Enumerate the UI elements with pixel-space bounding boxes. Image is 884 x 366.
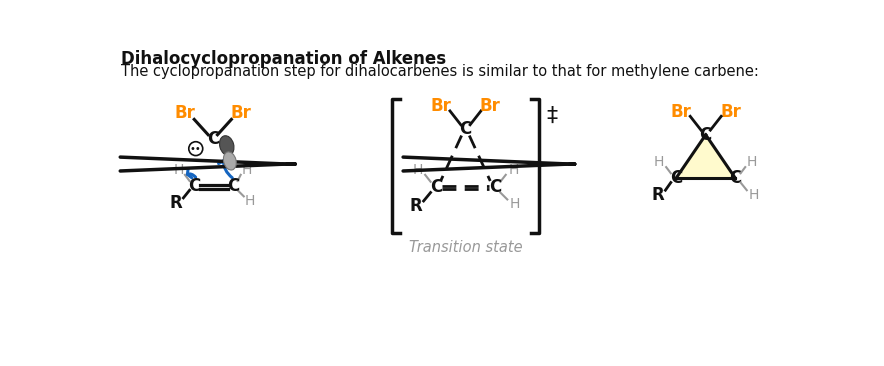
Ellipse shape [219, 136, 234, 156]
Text: H: H [241, 163, 252, 177]
Text: H: H [173, 163, 184, 177]
Text: Br: Br [174, 104, 195, 122]
Text: C: C [729, 169, 742, 187]
Text: R: R [652, 186, 664, 204]
Text: Br: Br [230, 104, 251, 122]
Text: C: C [460, 120, 471, 138]
Text: C: C [699, 126, 712, 144]
Text: H: H [510, 197, 521, 211]
Text: ••: •• [189, 143, 201, 154]
Text: C: C [227, 177, 239, 195]
Text: Br: Br [480, 97, 500, 115]
Text: R: R [409, 197, 423, 214]
Text: C: C [489, 178, 501, 196]
Text: H: H [508, 163, 519, 177]
Text: Dihalocyclopropanation of Alkenes: Dihalocyclopropanation of Alkenes [121, 50, 446, 68]
Text: The cyclopropanation step for dihalocarbenes is similar to that for methylene ca: The cyclopropanation step for dihalocarb… [121, 64, 759, 79]
Text: H: H [654, 156, 665, 169]
Text: C: C [670, 169, 682, 187]
Text: Br: Br [720, 103, 741, 121]
Text: C: C [430, 178, 442, 196]
Polygon shape [676, 135, 735, 178]
Text: ‡: ‡ [547, 106, 558, 126]
Text: H: H [747, 156, 758, 169]
Text: Transition state: Transition state [408, 239, 522, 254]
Ellipse shape [224, 152, 236, 170]
Text: Br: Br [431, 97, 451, 115]
Text: Br: Br [670, 103, 691, 121]
Text: H: H [749, 188, 759, 202]
Text: R: R [169, 194, 182, 212]
Text: C: C [207, 130, 219, 148]
Text: C: C [188, 177, 201, 195]
Text: H: H [245, 194, 255, 208]
Text: H: H [412, 163, 423, 177]
